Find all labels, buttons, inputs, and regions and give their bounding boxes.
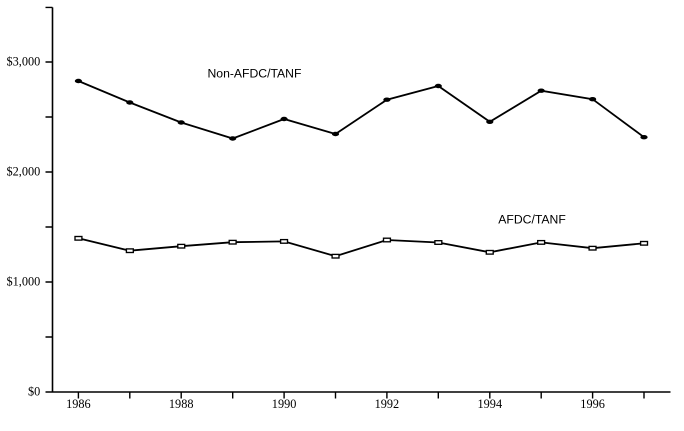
svg-text:AFDC/TANF: AFDC/TANF	[498, 212, 565, 226]
svg-text:1996: 1996	[580, 397, 605, 411]
svg-text:$0: $0	[28, 385, 40, 399]
svg-text:$2,000: $2,000	[6, 165, 40, 179]
svg-text:1992: 1992	[375, 397, 400, 411]
svg-text:1994: 1994	[478, 397, 503, 411]
svg-text:1986: 1986	[66, 397, 91, 411]
svg-text:1988: 1988	[169, 397, 194, 411]
svg-text:1990: 1990	[272, 397, 297, 411]
svg-text:$3,000: $3,000	[6, 55, 40, 69]
svg-text:Non-AFDC/TANF: Non-AFDC/TANF	[208, 66, 302, 80]
svg-text:$1,000: $1,000	[6, 275, 40, 289]
